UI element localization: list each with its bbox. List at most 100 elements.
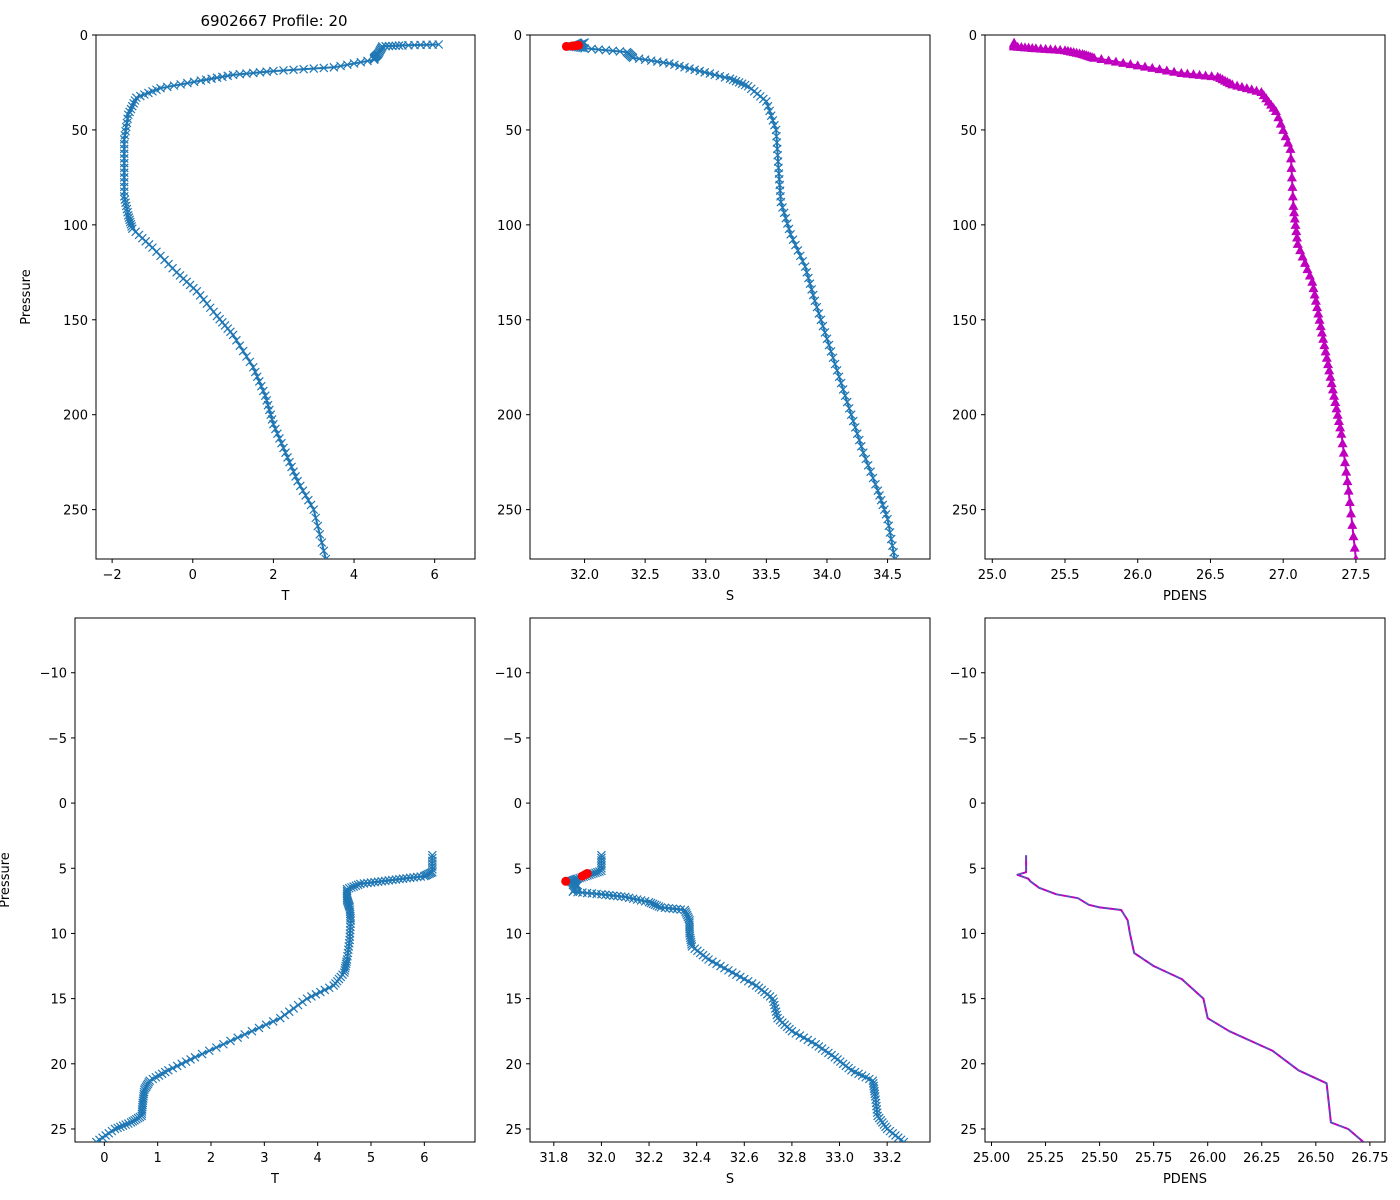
data-point-marker [734,78,744,87]
data-point-marker [740,80,750,90]
data-point-marker [1290,219,1301,229]
data-point-marker [315,987,325,997]
data-point-marker [656,902,666,912]
data-point-marker [763,101,773,111]
data-point-marker [608,891,618,901]
data-point-marker [123,1119,133,1128]
data-point-marker [1330,397,1341,407]
y-tick-label: 150 [497,314,522,329]
data-point-marker [113,1123,123,1133]
data-point-marker [355,879,365,889]
data-point-marker [838,384,848,394]
data-point-marker [270,424,280,434]
y-tick-label: 10 [50,927,67,942]
data-point-marker [1110,56,1121,66]
axes-frame [529,34,931,560]
data-point-marker [836,378,846,388]
data-point-marker [854,435,864,445]
data-point-marker [298,486,308,496]
axes-frame [95,34,476,560]
data-point-marker [1327,384,1338,394]
data-point-marker [281,448,290,458]
data-point-marker [715,71,725,81]
data-layer [91,850,437,1142]
x-tick-label: 26.75 [1351,1151,1388,1166]
data-point-marker [685,920,694,930]
data-point-marker [1288,200,1299,210]
data-point-marker [791,240,800,250]
x-tick-label: 0 [189,568,197,583]
data-point-marker [1325,371,1336,381]
data-point-marker [207,74,217,84]
data-point-marker [781,213,791,223]
data-point-marker [321,554,331,559]
data-point-marker [409,872,419,882]
data-point-marker [391,41,401,51]
data-point-marker [1335,422,1346,432]
data-point-marker [324,983,334,993]
data-point-marker [1329,390,1340,400]
data-point-marker [416,872,426,881]
data-point-marker [832,365,842,375]
data-point-marker [788,235,798,245]
y-tick-label: 200 [63,409,88,424]
x-tick-label: −2 [103,568,122,583]
y-tick-label: −5 [48,732,67,747]
series-line [1013,42,1357,559]
data-point-marker [129,98,139,108]
data-point-marker [685,64,695,73]
y-tick-label: −10 [950,667,977,682]
x-tick-label: 25.50 [1081,1151,1118,1166]
data-point-marker [126,104,136,114]
data-point-marker [1147,62,1158,72]
data-point-marker [298,997,307,1007]
data-point-marker [1315,321,1326,331]
data-point-marker [808,290,818,300]
data-point-marker [91,1137,101,1142]
data-point-marker [181,1057,191,1067]
data-point-marker [1287,181,1298,191]
data-point-marker [1342,476,1353,486]
data-point-marker [329,981,339,991]
data-point-marker [786,229,796,239]
x-tick-label: 3 [260,1151,268,1166]
data-point-marker [685,922,694,932]
y-tick-label: 250 [952,504,977,519]
y-tick-label: 25 [960,1123,977,1138]
data-point-marker [1125,59,1136,69]
data-point-marker [664,59,674,68]
data-point-marker [295,481,305,491]
data-point-marker [778,203,787,212]
data-point-marker [394,41,404,51]
x-tick-label: 32.5 [631,568,660,583]
data-point-marker [384,41,394,51]
y-tick-label: 0 [969,797,977,812]
data-point-marker [250,367,260,377]
y-tick-label: 0 [514,29,522,44]
data-point-marker [782,219,792,229]
data-point-marker [319,63,329,73]
y-axis-label: Pressure [0,852,13,908]
data-point-marker [675,61,684,71]
data-point-marker [770,1003,780,1013]
data-point-marker [616,892,626,901]
data-point-marker [818,321,828,331]
data-point-marker [307,992,316,1001]
data-point-marker [245,357,255,367]
data-point-marker [279,66,288,75]
data-point-marker [840,391,850,401]
data-point-marker [275,1013,285,1023]
series-line [571,41,896,559]
data-point-marker [1194,69,1205,79]
data-point-marker [604,890,614,900]
x-tick-label: 0 [100,1151,108,1166]
data-point-marker [301,490,311,500]
data-point-marker [252,372,262,382]
y-axis-label: Pressure [19,269,34,325]
data-point-marker [1310,295,1321,305]
data-point-marker [363,878,372,888]
y-tick-label: 100 [952,219,977,234]
data-point-marker [387,41,397,51]
data-point-marker [201,75,211,85]
data-point-marker [1287,191,1298,201]
